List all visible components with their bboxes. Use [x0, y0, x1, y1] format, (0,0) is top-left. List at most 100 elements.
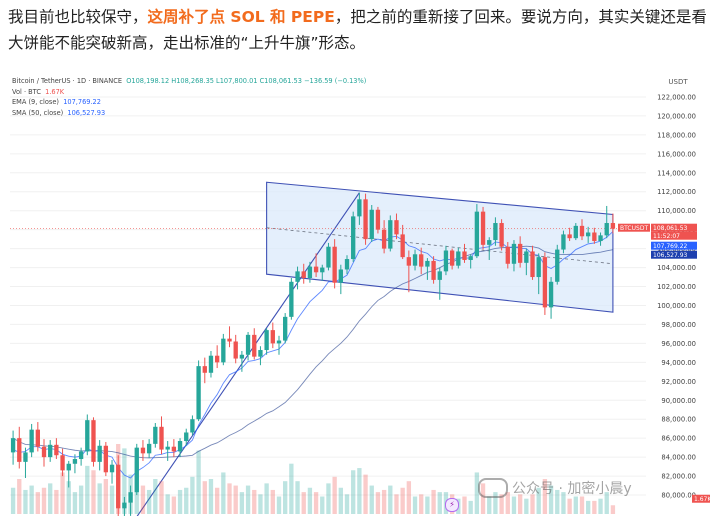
candle-body — [493, 223, 498, 241]
volume-bar — [555, 489, 560, 514]
candle-body — [320, 267, 325, 273]
volume-bar — [499, 494, 504, 514]
volume-bar — [332, 476, 337, 514]
candle-body — [295, 271, 300, 282]
volume-bar — [313, 492, 319, 514]
candle-body — [202, 366, 207, 373]
volume-bar — [425, 496, 430, 514]
volume-bar — [320, 496, 325, 514]
volume-tag-label: 1.67K — [694, 496, 712, 503]
volume-bar — [264, 483, 269, 514]
candle-body — [283, 316, 288, 341]
price-tag-bg — [618, 223, 650, 232]
y-tick-label: 114,000.00 — [657, 169, 696, 177]
volume-bar — [146, 489, 152, 514]
volume-bar — [474, 472, 480, 514]
volume-bar — [406, 481, 412, 514]
volume-bar — [536, 487, 541, 514]
volume-bar — [171, 496, 177, 514]
candle-body — [449, 250, 455, 266]
candle-body — [400, 234, 405, 258]
legend-symbol: Bitcoin / TetherUS · 1D · BINANCE — [12, 77, 122, 85]
candle-body — [252, 334, 257, 357]
candle-body — [598, 235, 603, 242]
candle-body — [239, 354, 245, 359]
candle-body — [363, 199, 368, 240]
candle-body — [437, 271, 442, 280]
candle-body — [78, 451, 84, 460]
volume-bar — [23, 489, 28, 514]
volume-bar — [153, 479, 158, 514]
volume-bar — [524, 498, 529, 514]
volume-bar — [35, 492, 40, 514]
volume-bar — [351, 470, 356, 514]
volume-bar — [85, 465, 90, 514]
candle-body — [140, 447, 146, 454]
volume-bar — [301, 492, 306, 514]
volume-bar — [233, 485, 238, 514]
legend-ema-value: 107,769.22 — [63, 98, 101, 106]
y-tick-label: 90,000.00 — [661, 397, 696, 405]
candle-body — [338, 269, 343, 283]
volume-bar — [196, 450, 201, 514]
volume-bar — [375, 492, 381, 514]
candle-body — [313, 266, 319, 273]
volume-bar — [610, 505, 616, 514]
y-tick-label: 98,000.00 — [661, 321, 696, 329]
price-tag-label: BTCUSDT — [620, 225, 648, 232]
candle-body — [10, 438, 16, 453]
candle-body — [85, 420, 90, 452]
volume-bar — [208, 479, 214, 514]
candle-body — [326, 246, 331, 268]
candle-body — [190, 419, 195, 433]
volume-bar — [97, 483, 102, 514]
candle-body — [536, 257, 541, 278]
volume-bar — [604, 492, 609, 514]
candle-body — [524, 251, 529, 263]
volume-bar — [283, 481, 288, 514]
volume-bar — [48, 483, 53, 514]
candle-body — [462, 251, 467, 260]
volume-bar — [295, 481, 300, 514]
price-tag-label: 11:52:07 — [653, 233, 680, 240]
candle-body — [301, 271, 306, 278]
volume-bar — [202, 481, 207, 514]
volume-tag-bg — [692, 494, 710, 503]
y-tick-label: 80,000.00 — [661, 492, 696, 500]
candle-body — [214, 355, 220, 363]
candle-body — [579, 225, 585, 237]
volume-bar — [184, 487, 189, 514]
volume-bar — [227, 483, 232, 514]
candle-body — [511, 243, 517, 264]
candle-body — [419, 254, 424, 267]
volume-bar — [567, 498, 572, 514]
y-tick-label: 82,000.00 — [661, 473, 696, 481]
volume-bar — [239, 492, 245, 514]
candle-body — [245, 334, 251, 355]
volume-bar — [270, 489, 275, 514]
article-paragraph: 我目前也比较保守，这周补了点 SOL 和 PEPE，把之前的重新接了回来。要说方… — [8, 4, 714, 56]
candle-body — [351, 216, 356, 260]
candle-body — [548, 281, 554, 308]
candle-body — [332, 246, 337, 283]
candle-body — [177, 441, 183, 452]
candle-body — [505, 246, 510, 264]
volume-bar — [17, 479, 22, 514]
candle-body — [109, 464, 115, 473]
candle-body — [159, 426, 164, 450]
candle-body — [480, 211, 486, 245]
volume-bar — [78, 485, 84, 514]
volume-bar — [66, 481, 71, 514]
candle-body — [604, 223, 609, 236]
candle-body — [103, 445, 109, 473]
candle-body — [48, 444, 53, 458]
y-tick-label: 120,000.00 — [657, 112, 696, 120]
price-tag-label: 108,061.53 — [653, 225, 688, 232]
candle-body — [474, 211, 480, 257]
volume-bar — [437, 492, 442, 514]
volume-bar — [252, 489, 257, 514]
candle-body — [208, 355, 214, 373]
volume-bar — [381, 489, 387, 514]
volume-bar — [586, 500, 591, 514]
legend-ohlc: O108,198.12 H108,268.35 L107,800.01 C108… — [126, 77, 367, 85]
